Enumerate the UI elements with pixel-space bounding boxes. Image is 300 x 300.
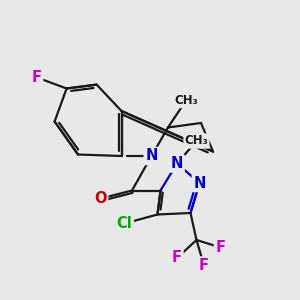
- Text: O: O: [94, 191, 107, 206]
- Text: F: F: [32, 70, 42, 85]
- Text: Cl: Cl: [117, 216, 132, 231]
- Text: N: N: [193, 176, 206, 190]
- Text: CH₃: CH₃: [174, 94, 198, 107]
- Text: F: F: [199, 258, 209, 273]
- Text: N: N: [171, 156, 183, 171]
- Text: CH₃: CH₃: [184, 134, 208, 148]
- Text: F: F: [215, 240, 226, 255]
- Text: N: N: [145, 148, 158, 164]
- Text: F: F: [172, 250, 182, 266]
